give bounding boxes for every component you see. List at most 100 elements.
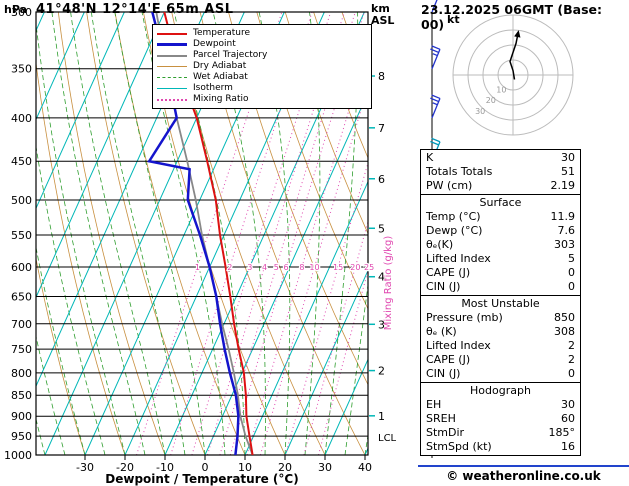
stat-row: Lifted Index 5 xyxy=(421,252,580,266)
km-tick-label: 6 xyxy=(378,173,385,186)
km-tick-label: 7 xyxy=(378,122,385,135)
stats-box: Hodograph EH 30 SREH 60 StmDir 185° StmSpd (kt)… xyxy=(420,382,581,456)
stat-row: SREH 60 xyxy=(421,412,580,426)
stat-label: Totals Totals xyxy=(426,165,493,178)
temperature-curve xyxy=(163,12,254,455)
footer-divider xyxy=(418,465,629,467)
hodograph-ring-label: 20 xyxy=(486,96,496,105)
stat-label: CIN (J) xyxy=(426,367,461,380)
stats-box: Most Unstable Pressure (mb) 850 θₑ (K) 308 Li… xyxy=(420,295,581,383)
km-tick-label: 3 xyxy=(378,318,385,331)
temperature-tick-label: -10 xyxy=(156,461,174,474)
stat-label: CAPE (J) xyxy=(426,266,471,279)
stat-value: 2 xyxy=(568,353,575,366)
stat-label: θₑ (K) xyxy=(426,325,457,338)
stat-row: θₑ(K) 303 xyxy=(421,238,580,252)
pressure-tick-label: 700 xyxy=(11,318,32,331)
pressure-tick-label: 850 xyxy=(11,389,32,402)
legend-label: Temperature xyxy=(193,28,251,38)
hodograph-ring-label: 10 xyxy=(496,86,506,95)
stat-label: PW (cm) xyxy=(426,179,473,192)
legend-label: Isotherm xyxy=(193,83,233,93)
stat-value: 7.6 xyxy=(557,224,576,237)
stat-value: 16 xyxy=(561,440,575,453)
temperature-tick-label: 40 xyxy=(358,461,372,474)
pressure-tick-label: 650 xyxy=(11,290,32,303)
lcl-label: LCL xyxy=(378,433,397,444)
temperature-tick-label: 0 xyxy=(202,461,209,474)
hodograph-ring-label: 30 xyxy=(475,107,485,116)
stat-label: K xyxy=(426,151,434,164)
pressure-tick-label: 550 xyxy=(11,229,32,242)
hodograph-ring xyxy=(497,59,529,91)
stats-box: K 30 Totals Totals 51 PW (cm) 2.19 xyxy=(420,149,581,195)
wind-barb xyxy=(431,49,441,69)
stat-value: 2.19 xyxy=(550,179,576,192)
stat-value: 30 xyxy=(561,151,575,164)
stat-row: PW (cm) 2.19 xyxy=(421,179,580,193)
copyright-label: © weatheronline.co.uk xyxy=(446,469,601,483)
mixing-ratio-value-label: 8 xyxy=(299,263,304,272)
pressure-tick-label: 600 xyxy=(11,261,32,274)
hodograph-ring xyxy=(452,14,574,136)
stat-row: K 30 xyxy=(421,151,580,165)
hodograph-ring xyxy=(482,44,544,106)
stat-label: Lifted Index xyxy=(426,339,491,352)
mixing-ratio-value-label: 1 xyxy=(195,263,200,272)
stat-label: StmDir xyxy=(426,426,465,439)
km-tick-label: 5 xyxy=(378,222,385,235)
stat-row: Lifted Index 2 xyxy=(421,339,580,353)
stat-label: Lifted Index xyxy=(426,252,491,265)
pressure-tick-label: 500 xyxy=(11,194,32,207)
stat-label: CIN (J) xyxy=(426,280,461,293)
stats-box: Surface Temp (°C) 11.9 Dewp (°C) 7.6 θₑ(K) 303… xyxy=(420,194,581,296)
mixing-ratio-value-label: 4 xyxy=(262,263,267,272)
temperature-tick-label: -20 xyxy=(116,461,134,474)
legend-label: Dry Adiabat xyxy=(193,61,247,71)
stat-label: CAPE (J) xyxy=(426,353,471,366)
stat-row: CIN (J) 0 xyxy=(421,280,580,294)
stat-label: StmSpd (kt) xyxy=(426,440,492,453)
legend-item: Wet Adiabat xyxy=(157,72,367,83)
hodograph-unit-label: kt xyxy=(447,13,460,26)
stat-value: 308 xyxy=(554,325,575,338)
stat-label: EH xyxy=(426,398,442,411)
stat-row: CAPE (J) 0 xyxy=(421,266,580,280)
chart-legend: Temperature Dewpoint Parcel Trajectory Dry … xyxy=(152,24,372,109)
legend-line-sample xyxy=(157,77,187,78)
sounding-profiles xyxy=(147,12,254,455)
legend-label: Wet Adiabat xyxy=(193,72,248,82)
mixing-ratio-axis-label: Mixing Ratio (g/kg) xyxy=(383,236,394,331)
hodograph-arrowhead xyxy=(514,30,521,38)
pressure-tick-label: 1000 xyxy=(4,449,32,462)
mixing-ratio-value-label: 10 xyxy=(309,263,319,272)
legend-line-sample xyxy=(157,54,187,57)
legend-item: Isotherm xyxy=(157,83,367,94)
pressure-tick-label: 450 xyxy=(11,155,32,168)
wind-barb xyxy=(431,0,438,13)
x-axis-label: Dewpoint / Temperature (°C) xyxy=(105,472,299,486)
pressure-tick-label: 950 xyxy=(11,430,32,443)
temperature-tick-label: -30 xyxy=(76,461,94,474)
stat-row: CIN (J) 0 xyxy=(421,367,580,381)
mixing-ratio-value-label: 3 xyxy=(247,263,252,272)
legend-line-sample xyxy=(157,43,187,46)
stats-box-title: Surface xyxy=(479,196,522,209)
stat-row: StmDir 185° xyxy=(421,426,580,440)
stat-value: 11.9 xyxy=(550,210,576,223)
stat-value: 0 xyxy=(568,266,575,279)
wind-barb xyxy=(431,98,441,119)
mixing-ratio-value-label: 2 xyxy=(227,263,232,272)
km-tick-label: 2 xyxy=(378,365,385,378)
altitude-unit-asl-label: ASL xyxy=(371,14,395,27)
mixing-ratio-value-label: 25 xyxy=(364,263,374,272)
legend-item: Temperature xyxy=(157,28,367,39)
stat-row: Pressure (mb) 850 xyxy=(421,311,580,325)
altitude-unit-km-label: km xyxy=(371,2,390,15)
hodograph-trace xyxy=(509,35,519,80)
stat-row: StmSpd (kt) 16 xyxy=(421,440,580,454)
km-tick-label: 1 xyxy=(378,410,385,423)
stat-value: 2 xyxy=(568,339,575,352)
